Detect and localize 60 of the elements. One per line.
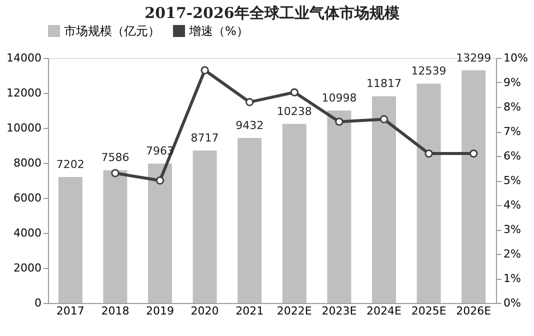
- data-label: 7202: [56, 158, 84, 171]
- y2-tick-label: 10%: [504, 52, 528, 64]
- data-label: 9432: [236, 118, 264, 132]
- y-tick-label: 14000: [6, 52, 42, 64]
- data-label: 12539: [411, 64, 446, 78]
- bar: [238, 138, 262, 303]
- bar: [148, 164, 172, 303]
- y2-tick-label: 6%: [504, 150, 521, 162]
- x-tick-label: 2024E: [366, 304, 402, 318]
- data-label: 10998: [322, 92, 357, 105]
- bar: [103, 170, 128, 303]
- point: [245, 98, 254, 106]
- x-tick-label: 2025E: [411, 304, 446, 318]
- point: [111, 169, 120, 178]
- y2-tick-label: 4%: [504, 198, 521, 212]
- y-tick-label: 8000: [14, 156, 42, 170]
- x-tick-label: 2020: [190, 304, 219, 318]
- data-label: 11817: [366, 77, 402, 90]
- y2-tick-label: 2%: [504, 248, 521, 260]
- x-tick-label: 2026E: [456, 304, 492, 318]
- legend-label: 增速（%）: [188, 24, 248, 38]
- data-label: 13299: [456, 51, 492, 64]
- point: [469, 149, 478, 158]
- data-label: 8717: [190, 131, 219, 144]
- x-tick-label: 2017: [56, 304, 84, 318]
- y-tick-label: 2000: [14, 262, 42, 274]
- y2-tick-label: 5%: [504, 174, 521, 187]
- point: [335, 118, 344, 126]
- point: [200, 66, 209, 74]
- legend-label: 市场规模（亿元）: [64, 24, 160, 38]
- y-tick-label: 10000: [6, 122, 42, 134]
- bar: [192, 150, 217, 303]
- data-label: 7586: [101, 151, 130, 164]
- y2-tick-label: 9%: [504, 76, 521, 89]
- y-tick-label: 4000: [14, 226, 42, 240]
- y-tick-label: 0: [34, 296, 42, 310]
- bar: [462, 70, 486, 303]
- point: [380, 115, 388, 124]
- x-tick-label: 2022E: [276, 304, 312, 318]
- y-tick-label: 12000: [6, 86, 42, 100]
- bar: [327, 110, 352, 303]
- bar: [282, 124, 306, 303]
- data-label: 10238: [276, 104, 312, 118]
- y2-tick-label: 8%: [504, 100, 521, 114]
- bar: [372, 96, 396, 303]
- bar: [58, 176, 82, 303]
- x-tick-label: 2023E: [322, 304, 357, 318]
- x-tick-label: 2021: [236, 304, 264, 318]
- bar: [416, 84, 441, 303]
- point: [156, 176, 164, 185]
- y2-tick-label: 7%: [504, 125, 521, 138]
- x-tick-label: 2018: [101, 304, 130, 318]
- point: [290, 88, 299, 96]
- point: [424, 149, 433, 158]
- y2-tick-label: 3%: [504, 223, 521, 236]
- chart-title: 2017-2026年全球工业气体市场规模: [144, 4, 400, 22]
- y-tick-label: 6000: [14, 192, 42, 204]
- y2-tick-label: 0%: [504, 296, 521, 310]
- x-tick-label: 2019: [146, 304, 174, 318]
- y2-tick-label: 1%: [504, 272, 521, 285]
